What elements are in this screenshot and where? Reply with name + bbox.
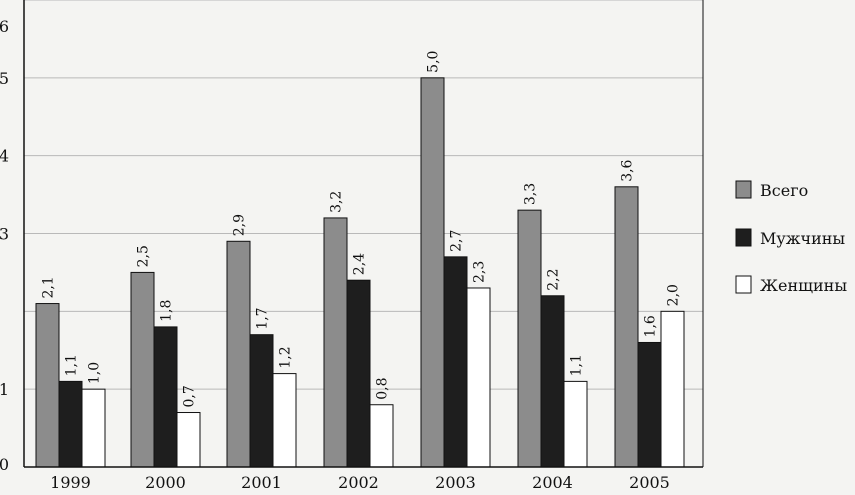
x-tick-label-1999: 1999: [50, 473, 91, 492]
data-label-1999-series-2: 1,0: [87, 362, 103, 384]
bar-2001-series-1: [249, 334, 274, 468]
bar-2004-series-1: [540, 295, 565, 468]
legend-swatch-2: [735, 275, 752, 294]
data-label-2004-series-0: 3,3: [523, 183, 539, 205]
data-label-2002-series-1: 2,4: [352, 253, 368, 275]
x-tick-label-2005: 2005: [629, 473, 670, 492]
data-label-1999-series-1: 1,1: [64, 354, 80, 376]
y-tick-label-2: 3: [0, 225, 9, 244]
data-label-2004-series-2: 1,1: [569, 354, 585, 376]
bar-2000-series-0: [130, 271, 155, 468]
data-label-2003-series-0: 5,0: [426, 51, 442, 73]
y-tick-label-4: 5: [0, 69, 9, 88]
bar-2003-series-1: [443, 256, 468, 468]
x-tick-label-2002: 2002: [338, 473, 379, 492]
data-label-2001-series-2: 1,2: [278, 346, 294, 368]
data-label-2005-series-0: 3,6: [620, 159, 636, 181]
bar-2003-series-2: [466, 287, 491, 468]
bar-1999-series-1: [58, 380, 83, 468]
x-tick-label-2004: 2004: [532, 473, 573, 492]
data-label-2002-series-0: 3,2: [329, 191, 345, 213]
legend-swatch-0: [735, 180, 752, 199]
data-label-2000-series-0: 2,5: [136, 245, 152, 267]
bar-2001-series-0: [226, 240, 251, 468]
data-label-2000-series-1: 1,8: [159, 300, 175, 322]
y-tick-label-1: 1: [0, 380, 9, 399]
legend-label-0: Всего: [760, 181, 808, 200]
bar-2004-series-0: [517, 209, 542, 468]
bar-2003-series-0: [420, 77, 445, 468]
data-label-2001-series-1: 1,7: [255, 307, 271, 329]
x-tick-label-2003: 2003: [435, 473, 476, 492]
bar-1999-series-2: [81, 388, 106, 468]
bars: [35, 77, 685, 468]
bar-2000-series-2: [176, 412, 201, 468]
data-label-2003-series-2: 2,3: [472, 261, 488, 283]
bar-2001-series-2: [272, 373, 297, 468]
bar-2005-series-2: [660, 310, 685, 468]
bar-2005-series-1: [637, 341, 662, 468]
bar-1999-series-0: [35, 303, 60, 468]
bar-2002-series-2: [369, 404, 394, 468]
legend-swatch-1: [735, 228, 752, 247]
data-label-1999-series-0: 2,1: [41, 276, 57, 298]
y-tick-label-3: 4: [0, 147, 9, 166]
legend-label-1: Мужчины: [760, 229, 845, 248]
bar-2002-series-1: [346, 279, 371, 468]
bar-2002-series-0: [323, 217, 348, 468]
bar-2000-series-1: [153, 326, 178, 468]
data-label-2003-series-1: 2,7: [449, 230, 465, 252]
bar-2005-series-0: [614, 186, 639, 468]
legend: Всего Мужчины Женщины: [735, 180, 847, 295]
data-labels: 2,1 1,1 1,0 2,5 1,8 0,7 2,9 1,7 1,2 3,2 2,4 0,8 5,0 2…: [41, 51, 682, 408]
data-label-2002-series-2: 0,8: [375, 377, 391, 399]
legend-label-2: Женщины: [760, 276, 847, 295]
x-tick-label-2000: 2000: [145, 473, 186, 492]
axes: 1999 2000 2001 2002 2003 2004 2005 0 1 3 4 5 6: [0, 0, 704, 492]
data-label-2005-series-2: 2,0: [666, 284, 682, 306]
y-tick-label-0: 0: [0, 455, 9, 474]
x-tick-label-2001: 2001: [241, 473, 282, 492]
data-label-2001-series-0: 2,9: [232, 214, 248, 236]
data-label-2005-series-1: 1,6: [643, 315, 659, 337]
data-label-2000-series-2: 0,7: [182, 385, 198, 407]
data-label-2004-series-1: 2,2: [546, 269, 562, 291]
bar-2004-series-2: [563, 380, 588, 468]
y-tick-label-5: 6: [0, 17, 9, 36]
